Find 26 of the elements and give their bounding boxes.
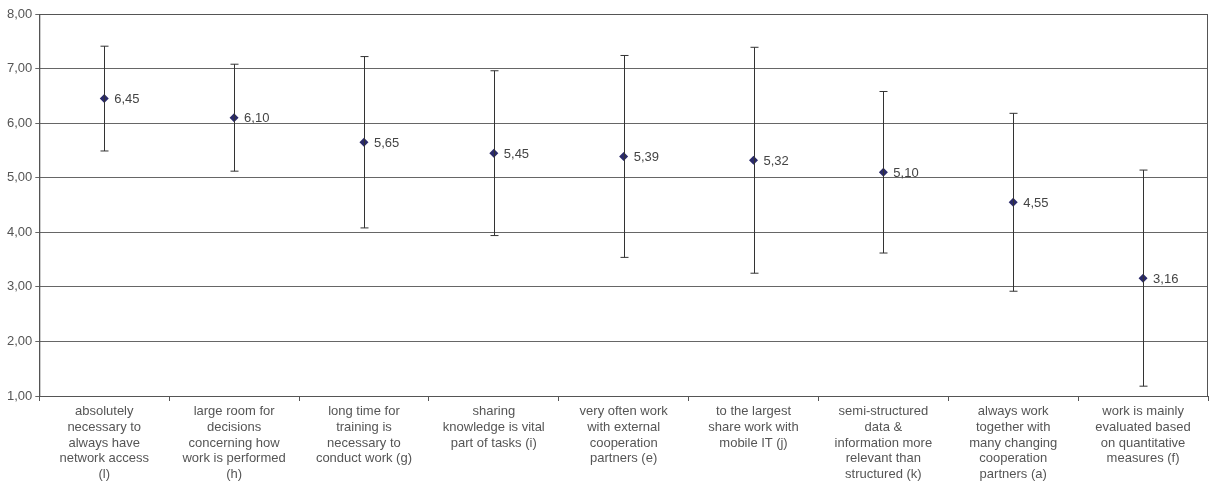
data-label: 5,10 [893, 164, 919, 180]
y-tick-label: 2,00 [6, 333, 33, 349]
x-tick-label: absolutely necessary to always have network access (l) [59, 403, 150, 481]
y-tick-label: 7,00 [6, 60, 33, 76]
x-tick-label: to the largest share work with mobile IT (j) [708, 403, 799, 450]
data-label: 5,39 [633, 149, 659, 165]
data-label: 5,65 [373, 134, 400, 150]
x-tick-label: work is mainly evaluated based on quantitative measures (f) [1095, 403, 1191, 466]
y-tick-label: 1,00 [6, 387, 33, 403]
y-tick-label: 8,00 [6, 5, 33, 21]
y-tick-label: 3,00 [6, 278, 33, 294]
data-label: 5,45 [503, 145, 530, 161]
y-tick-label: 6,00 [6, 114, 33, 130]
data-label: 6,45 [114, 91, 140, 107]
x-tick-label: semi-structured data & information more relevant than structured (k) [834, 403, 933, 481]
data-label: 3,16 [1153, 270, 1179, 286]
x-tick-label: always work together with many changing cooperation partners (a) [969, 403, 1058, 481]
data-label: 4,55 [1023, 194, 1049, 210]
x-tick-label: sharing knowledge is vital part of tasks (i) [442, 403, 545, 450]
x-tick-label: large room for decisions concerning how work is performed (h) [181, 403, 286, 481]
x-tick-label: long time for training is necessary to conduct work (g) [315, 403, 412, 466]
x-tick-label: very often work with external cooperation partners (e) [579, 403, 669, 466]
data-label: 6,10 [244, 110, 270, 126]
data-label: 5,32 [763, 152, 789, 168]
y-tick-label: 5,00 [6, 169, 33, 185]
y-tick-label: 4,00 [6, 223, 33, 239]
